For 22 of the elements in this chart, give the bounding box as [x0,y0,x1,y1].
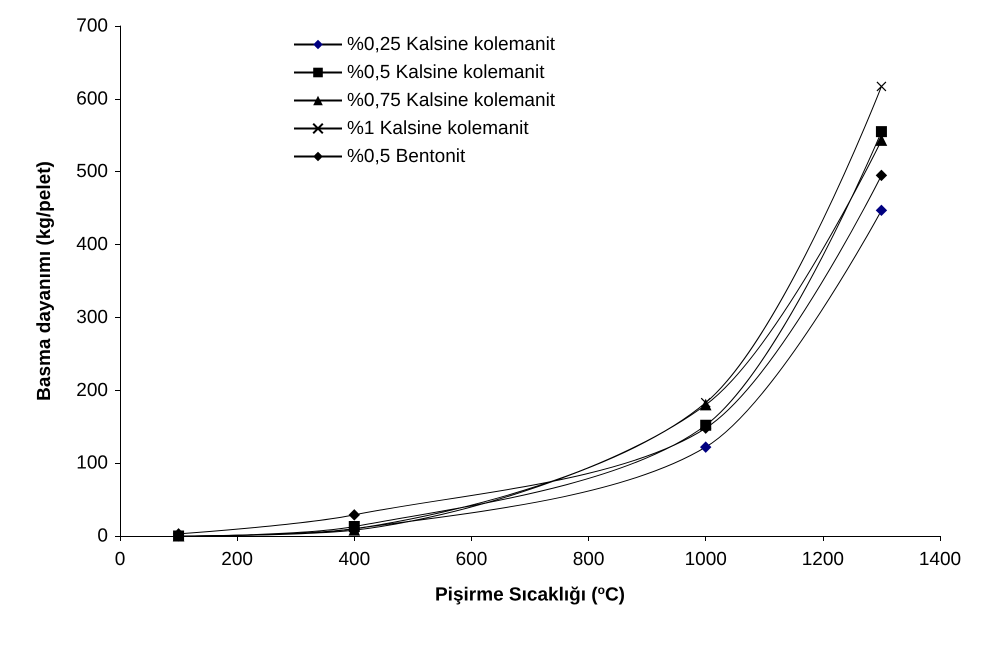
y-tick-label: 300 [76,306,108,328]
x-tick-label: 200 [221,549,253,570]
y-tick-label: 0 [97,526,108,546]
x-tick-label: 400 [338,549,370,570]
y-tick-label: 100 [76,452,108,474]
y-tick-label: 200 [76,380,108,401]
y-tick-label: 500 [76,161,108,182]
x-tick-label: 0 [114,549,126,570]
y-tick-label: 400 [76,234,108,256]
x-tick-label: 600 [456,549,488,570]
legend-label: %0,75 Kalsine kolemanit [347,90,556,111]
legend-label: %1 Kalsine kolemanit [347,118,530,139]
x-tick-label: 1400 [918,549,962,570]
legend-label: %0,5 Kalsine kolemanit [347,62,546,83]
x-tick-label: 800 [572,549,604,570]
y-axis-title: Basma dayanımı (kg/pelet) [34,161,55,401]
x-tick-label: 1000 [684,549,727,570]
y-tick-label: 600 [76,88,108,110]
legend-label: %0,5 Bentonit [347,146,466,167]
y-tick-label: 700 [76,16,108,36]
x-tick-label: 1200 [802,549,844,570]
legend-label: %0,25 Kalsine kolemanit [347,34,556,55]
